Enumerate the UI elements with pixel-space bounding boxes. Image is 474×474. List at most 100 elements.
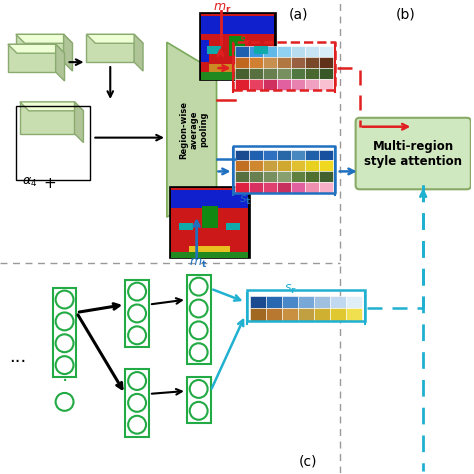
Bar xyxy=(319,46,333,57)
Polygon shape xyxy=(86,34,134,62)
Bar xyxy=(314,309,330,321)
Bar xyxy=(291,161,305,172)
Bar xyxy=(282,296,298,309)
Bar xyxy=(277,57,291,68)
Bar xyxy=(125,280,149,347)
Bar xyxy=(277,68,291,79)
Bar xyxy=(314,296,330,309)
Text: $\alpha_4$: $\alpha_4$ xyxy=(22,176,37,190)
Bar xyxy=(209,64,266,76)
Bar xyxy=(305,182,319,193)
Bar xyxy=(179,223,193,230)
Polygon shape xyxy=(20,102,83,111)
Bar xyxy=(291,57,305,68)
Bar xyxy=(201,17,274,34)
Bar xyxy=(277,182,291,193)
Circle shape xyxy=(190,402,208,420)
Bar xyxy=(249,161,263,172)
Bar xyxy=(236,150,249,161)
Bar xyxy=(227,223,240,230)
Bar xyxy=(171,252,248,258)
Bar xyxy=(319,79,333,90)
Bar xyxy=(254,46,268,54)
Bar xyxy=(263,182,277,193)
Bar xyxy=(236,57,249,68)
Text: ...: ... xyxy=(9,348,27,366)
Text: +: + xyxy=(44,176,56,191)
Bar xyxy=(201,40,209,62)
Bar xyxy=(282,309,298,321)
Bar xyxy=(236,46,249,57)
Circle shape xyxy=(190,300,208,318)
Circle shape xyxy=(190,380,208,398)
Bar xyxy=(201,206,218,228)
Polygon shape xyxy=(8,44,64,53)
Bar xyxy=(187,377,210,423)
Bar xyxy=(199,12,276,80)
Circle shape xyxy=(55,393,73,411)
Bar xyxy=(249,57,263,68)
Polygon shape xyxy=(134,34,143,71)
Bar xyxy=(201,15,274,78)
Bar xyxy=(277,79,291,90)
Text: $m_\mathbf{t}$: $m_\mathbf{t}$ xyxy=(189,257,207,270)
Bar xyxy=(263,161,277,172)
Bar xyxy=(305,150,319,161)
Bar xyxy=(169,186,250,258)
Bar xyxy=(263,68,277,79)
Circle shape xyxy=(128,304,146,322)
Bar xyxy=(189,246,230,256)
FancyBboxPatch shape xyxy=(356,118,471,189)
Bar xyxy=(291,68,305,79)
Bar xyxy=(249,150,263,161)
Polygon shape xyxy=(20,102,74,134)
Bar xyxy=(291,172,305,182)
Bar xyxy=(233,146,335,193)
Bar xyxy=(277,150,291,161)
Bar xyxy=(236,161,249,172)
Circle shape xyxy=(190,278,208,296)
Polygon shape xyxy=(74,102,83,143)
Bar xyxy=(298,309,314,321)
Bar xyxy=(207,46,220,54)
Bar xyxy=(346,296,362,309)
Text: $s_\mathbf{t}$: $s_\mathbf{t}$ xyxy=(239,194,252,207)
Text: $m_\mathbf{r}$: $m_\mathbf{r}$ xyxy=(212,2,231,15)
Circle shape xyxy=(128,327,146,344)
Bar xyxy=(319,150,333,161)
Bar xyxy=(305,79,319,90)
Bar xyxy=(305,57,319,68)
Bar xyxy=(249,182,263,193)
Bar xyxy=(277,172,291,182)
Circle shape xyxy=(190,343,208,361)
Bar xyxy=(319,182,333,193)
Bar xyxy=(263,57,277,68)
Bar xyxy=(319,57,333,68)
Bar xyxy=(266,309,282,321)
Bar xyxy=(319,161,333,172)
Bar xyxy=(291,46,305,57)
Circle shape xyxy=(190,321,208,339)
Bar xyxy=(236,68,249,79)
Bar xyxy=(330,309,346,321)
Text: Region-wise
average
pooling: Region-wise average pooling xyxy=(179,100,209,159)
Circle shape xyxy=(128,372,146,390)
Polygon shape xyxy=(86,34,143,43)
Circle shape xyxy=(55,356,73,374)
Bar xyxy=(298,296,314,309)
Bar xyxy=(249,172,263,182)
Circle shape xyxy=(128,416,146,434)
Bar xyxy=(263,172,277,182)
Bar xyxy=(249,68,263,79)
Bar xyxy=(277,161,291,172)
Bar xyxy=(236,79,249,90)
Bar xyxy=(171,188,248,256)
Text: (c): (c) xyxy=(299,455,317,468)
Bar xyxy=(125,369,149,437)
Bar xyxy=(249,46,263,57)
Bar xyxy=(249,79,263,90)
Bar xyxy=(277,46,291,57)
Bar xyxy=(346,309,362,321)
Bar xyxy=(236,182,249,193)
Bar xyxy=(330,296,346,309)
